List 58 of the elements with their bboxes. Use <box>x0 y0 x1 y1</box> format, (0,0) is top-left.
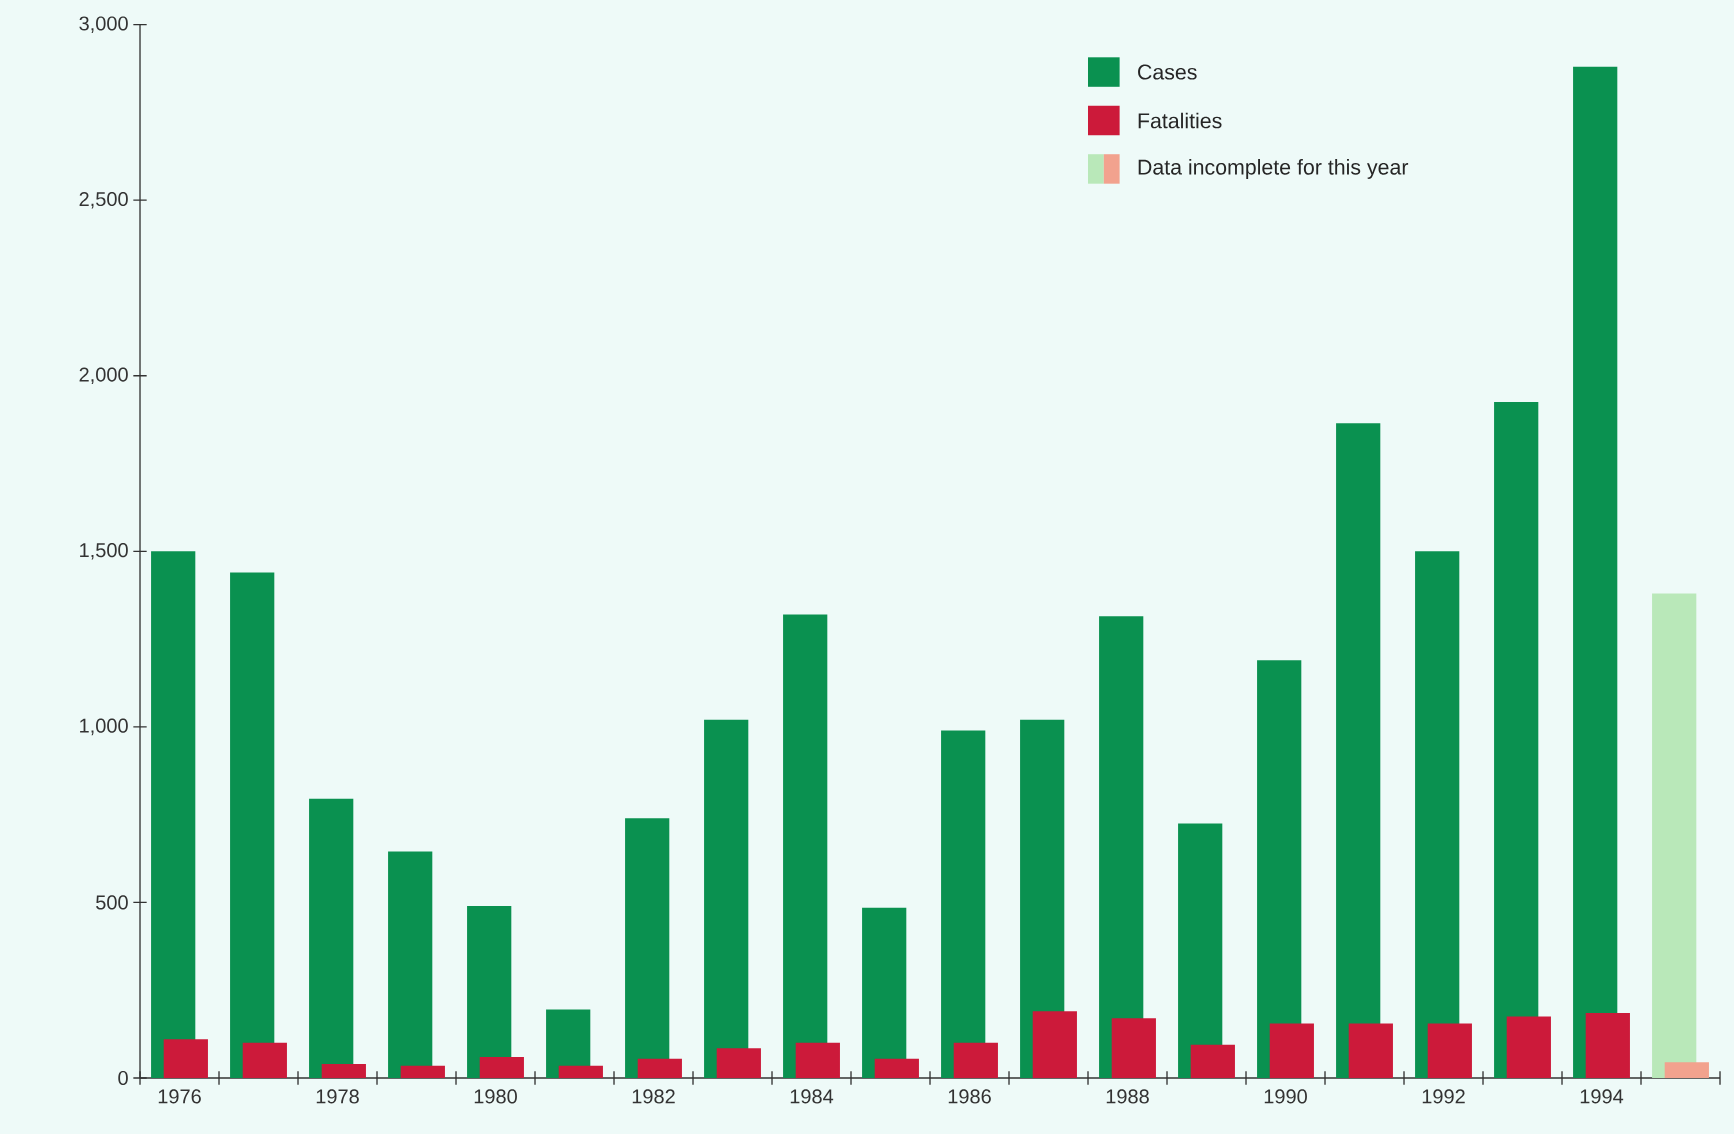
bar <box>716 1048 761 1078</box>
bar <box>1032 1011 1077 1078</box>
bar <box>1427 1023 1472 1078</box>
x-tick-label: 1986 <box>948 1089 991 1104</box>
bar <box>1664 1062 1709 1078</box>
x-tick-label: 1984 <box>790 1089 834 1104</box>
legend-label: Cases <box>1138 64 1197 80</box>
bar <box>151 551 196 1078</box>
bar <box>309 798 354 1078</box>
bar <box>1652 593 1697 1078</box>
bar <box>1494 402 1539 1078</box>
x-tick-label: 1990 <box>1264 1089 1307 1104</box>
bar <box>783 614 828 1078</box>
y-tick-label: 500 <box>96 895 128 910</box>
bar <box>1415 551 1460 1078</box>
bar <box>953 1042 998 1078</box>
bar <box>1257 660 1302 1078</box>
x-tick-label: 1982 <box>632 1089 675 1104</box>
bar <box>795 1042 840 1078</box>
bar <box>558 1065 603 1078</box>
bar <box>1506 1016 1551 1078</box>
bar <box>1099 616 1144 1078</box>
bar <box>479 1056 524 1078</box>
y-tick-label: 1,000 <box>80 718 128 736</box>
bar <box>625 818 670 1078</box>
bar <box>242 1042 287 1078</box>
x-tick-label: 1978 <box>316 1089 359 1104</box>
bar <box>388 851 433 1078</box>
bar <box>467 905 512 1078</box>
bar <box>1111 1018 1156 1078</box>
y-tick-label: 3,000 <box>79 16 128 33</box>
bar <box>321 1063 366 1078</box>
bar <box>941 730 986 1078</box>
bar <box>637 1058 682 1078</box>
x-tick-label: 1994 <box>1580 1089 1624 1104</box>
y-tick-label: 2,000 <box>79 367 128 385</box>
bar <box>1190 1044 1235 1078</box>
bar <box>400 1065 445 1078</box>
bar <box>1585 1013 1630 1078</box>
bar <box>704 719 749 1078</box>
y-tick-label: 1,500 <box>80 543 128 560</box>
bar <box>1269 1023 1314 1078</box>
x-tick-label: 1980 <box>474 1089 517 1104</box>
y-tick-label: 0 <box>118 1070 128 1086</box>
bar <box>1573 66 1618 1078</box>
bar <box>230 572 275 1078</box>
bar <box>1178 823 1223 1078</box>
y-tick-label: 2,500 <box>79 191 128 209</box>
bar <box>1348 1023 1393 1078</box>
bar <box>163 1039 208 1078</box>
x-tick-label: 1976 <box>158 1089 201 1104</box>
x-tick-label: 1992 <box>1422 1089 1465 1104</box>
bar <box>874 1058 919 1078</box>
bar <box>862 907 907 1078</box>
legend-label: Fatalities <box>1138 112 1222 129</box>
x-tick-label: 1988 <box>1106 1089 1149 1104</box>
annotation: Data incomplete for this year <box>1138 159 1409 179</box>
bar <box>1336 423 1381 1078</box>
